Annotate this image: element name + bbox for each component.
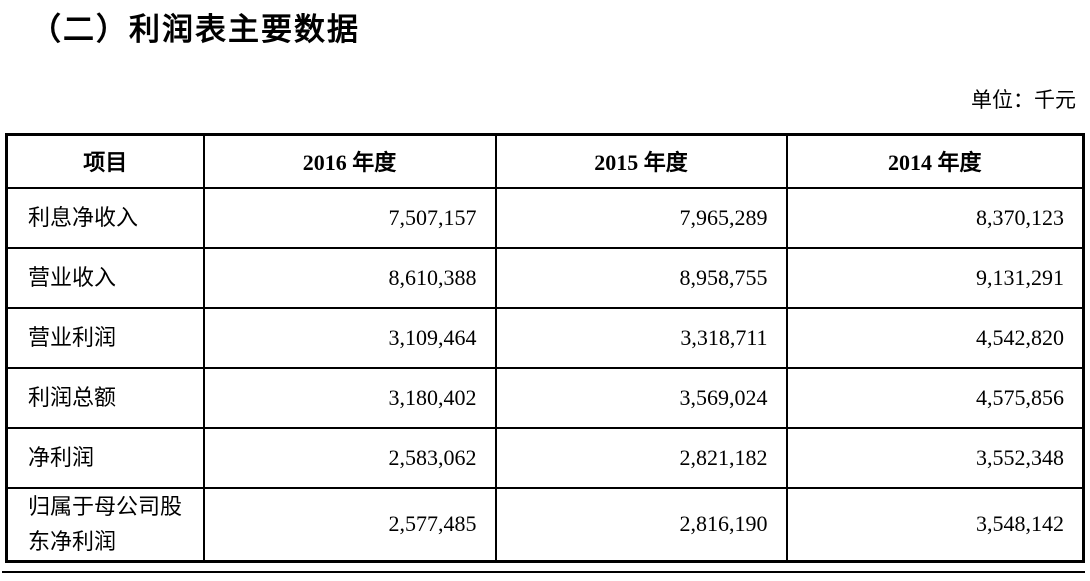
row-value-2015: 8,958,755 bbox=[494, 246, 788, 309]
row-label: 归属于母公司股东净利润 bbox=[28, 493, 183, 555]
table-row: 营业利润 3,109,464 3,318,711 4,542,820 bbox=[5, 306, 1085, 369]
row-value-2016: 2,583,062 bbox=[202, 426, 497, 489]
row-label: 营业利润 bbox=[28, 324, 117, 350]
row-value-2014: 4,575,856 bbox=[785, 366, 1085, 429]
row-label-cell: 营业收入 bbox=[5, 246, 205, 309]
row-label: 利息净收入 bbox=[28, 204, 139, 230]
row-value-2014: 8,370,123 bbox=[785, 186, 1085, 249]
row-value-2016: 3,180,402 bbox=[202, 366, 497, 429]
row-value-2016: 3,109,464 bbox=[202, 306, 497, 369]
header-cell-year-2014: 2014 年度 bbox=[785, 133, 1085, 189]
table-row: 营业收入 8,610,388 8,958,755 9,131,291 bbox=[5, 246, 1085, 309]
page-title: （二）利润表主要数据 bbox=[30, 12, 360, 48]
table-row: 利润总额 3,180,402 3,569,024 4,575,856 bbox=[5, 366, 1085, 429]
row-value-2015: 3,569,024 bbox=[494, 366, 788, 429]
row-value-2014: 4,542,820 bbox=[785, 306, 1085, 369]
header-cell-item: 项目 bbox=[5, 133, 205, 189]
row-label-cell: 净利润 bbox=[5, 426, 205, 489]
row-label-cell: 利润总额 bbox=[5, 366, 205, 429]
row-value-2016: 7,507,157 bbox=[202, 186, 497, 249]
row-value-2014: 9,131,291 bbox=[785, 246, 1085, 309]
header-cell-year-2016: 2016 年度 bbox=[202, 133, 497, 189]
table-row: 净利润 2,583,062 2,821,182 3,552,348 bbox=[5, 426, 1085, 489]
row-label-cell: 归属于母公司股东净利润 bbox=[5, 486, 205, 563]
table-bottom-rule bbox=[2, 571, 1085, 573]
row-value-2015: 2,821,182 bbox=[494, 426, 788, 489]
row-label: 营业收入 bbox=[28, 264, 117, 290]
row-value-2015: 2,816,190 bbox=[494, 486, 788, 563]
table-header-row: 项目 2016 年度 2015 年度 2014 年度 bbox=[5, 133, 1085, 189]
row-label: 利润总额 bbox=[28, 384, 117, 410]
row-value-2016: 8,610,388 bbox=[202, 246, 497, 309]
row-value-2014: 3,548,142 bbox=[785, 486, 1085, 563]
row-label-cell: 营业利润 bbox=[5, 306, 205, 369]
table-row: 归属于母公司股东净利润 2,577,485 2,816,190 3,548,14… bbox=[5, 486, 1085, 563]
header-cell-year-2015: 2015 年度 bbox=[494, 133, 788, 189]
row-value-2016: 2,577,485 bbox=[202, 486, 497, 563]
row-label-cell: 利息净收入 bbox=[5, 186, 205, 249]
table-body: 利息净收入 7,507,157 7,965,289 8,370,123 营业收入… bbox=[5, 186, 1085, 563]
table-row: 利息净收入 7,507,157 7,965,289 8,370,123 bbox=[5, 186, 1085, 249]
row-label: 净利润 bbox=[28, 444, 95, 470]
row-value-2014: 3,552,348 bbox=[785, 426, 1085, 489]
unit-label: 单位：千元 bbox=[971, 88, 1076, 112]
row-value-2015: 7,965,289 bbox=[494, 186, 788, 249]
income-statement-table: 项目 2016 年度 2015 年度 2014 年度 利息净收入 7,507,1… bbox=[5, 133, 1085, 563]
row-value-2015: 3,318,711 bbox=[494, 306, 788, 369]
